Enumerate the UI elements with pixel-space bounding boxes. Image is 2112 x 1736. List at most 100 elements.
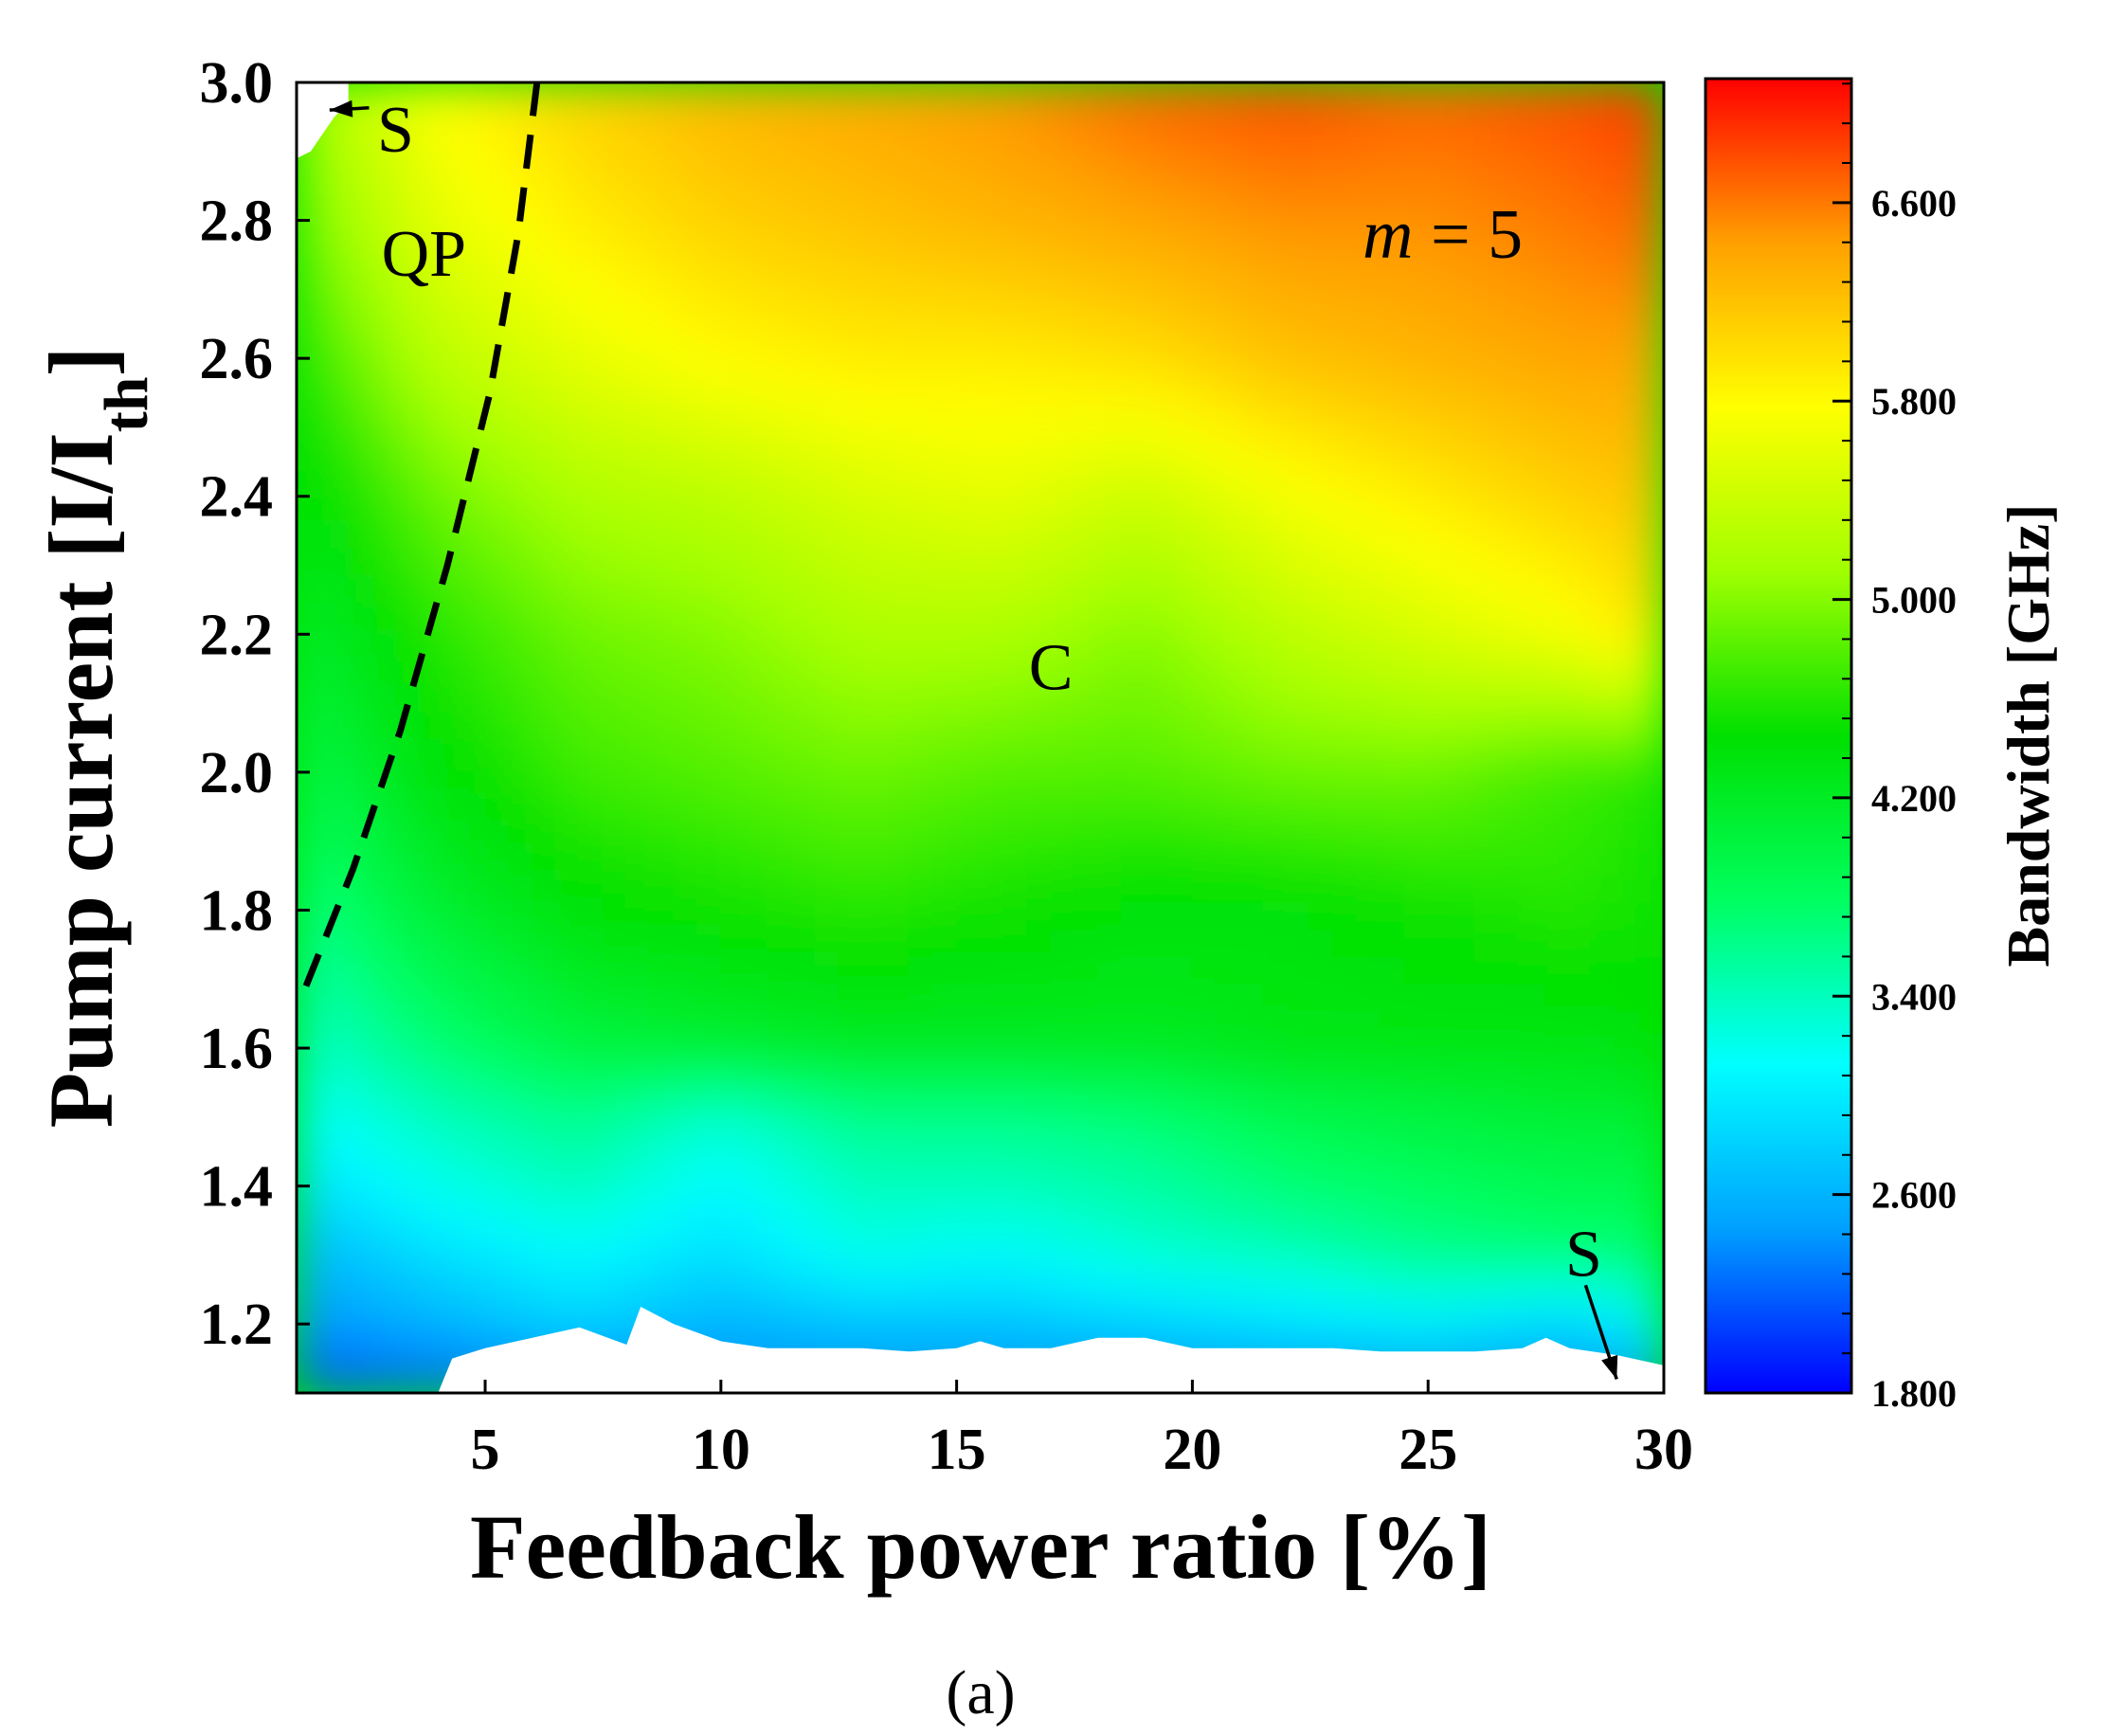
heatmap-cell [1238,218,1265,247]
heatmap-cell [1002,1255,1029,1285]
heatmap-cell [297,1009,321,1040]
heatmap-cell [342,1337,369,1367]
heatmap-cell [790,845,817,876]
heatmap-cell [743,1282,769,1312]
heatmap-cell [507,791,533,821]
heatmap-cell [1144,1092,1170,1121]
heatmap-cell [861,1255,887,1285]
heatmap-cell [673,818,698,848]
heatmap-cell [1521,518,1547,548]
heatmap-cell [602,272,628,302]
heatmap-cell [1568,327,1595,357]
heatmap-cell [1309,354,1335,384]
heatmap-cell [342,1173,369,1203]
heatmap-cell [743,327,769,357]
heatmap-cell [318,1310,345,1340]
heatmap-cell [649,818,676,848]
heatmap-cell [342,1228,369,1257]
heatmap-cell [1096,1282,1123,1312]
heatmap-cell [908,928,934,957]
heatmap-cell [790,900,817,931]
heatmap-cell [437,1228,463,1257]
heatmap-cell [1002,818,1029,848]
heatmap-cell [342,136,369,166]
heatmap-cell [1568,491,1595,520]
heatmap-cell [931,736,958,767]
heatmap-cell [1473,244,1500,275]
heatmap-cell [602,1118,628,1148]
heatmap-cell [318,572,345,603]
heatmap-cell [1285,955,1311,985]
heatmap-cell [460,900,487,931]
heatmap-cell [507,1118,533,1148]
heatmap-cell [931,1064,958,1094]
heatmap-cell [1332,791,1359,821]
heatmap-cell [1285,190,1311,221]
heatmap-cell [1309,218,1335,247]
heatmap-cell [342,354,369,384]
heatmap-cell [297,1146,321,1176]
heatmap-cell [979,1228,1005,1257]
heatmap-cell [366,1201,392,1231]
heatmap-cell [437,190,463,221]
heatmap-cell [297,709,321,739]
heatmap-cell [389,408,416,439]
heatmap-cell [1473,627,1500,658]
heatmap-cell [1497,655,1524,684]
heatmap-cell [1120,163,1146,193]
heatmap-cell [602,736,628,767]
heatmap-cell [790,873,817,903]
heatmap-cell [602,108,628,138]
heatmap-cell [1451,327,1476,357]
heatmap-cell [1616,163,1642,193]
heatmap-cell [790,736,817,767]
heatmap-cell [1403,218,1430,247]
heatmap-cell [767,82,793,111]
heatmap-cell [578,1092,605,1121]
heatmap-cell [507,381,533,411]
heatmap-cell [931,381,958,411]
heatmap-cell [719,1064,746,1094]
colorbar-tick-label: 5.000 [1871,579,1957,622]
heatmap-cell [1403,354,1430,384]
heatmap-cell [719,1201,746,1231]
heatmap-cell [1616,681,1642,712]
heatmap-cell [389,491,416,520]
heatmap-cell [838,1282,864,1312]
heatmap-cell [389,1337,416,1367]
heatmap-cell [1497,900,1524,931]
heatmap-cell [1332,928,1359,957]
heatmap-cell [602,190,628,221]
heatmap-cell [318,190,345,221]
heatmap-cell [743,1118,769,1148]
heatmap-cell [1427,1173,1453,1203]
heatmap-cell [743,518,769,548]
heatmap-cell [814,845,840,876]
heatmap-cell [1639,982,1664,1012]
heatmap-cell [1026,791,1053,821]
heatmap-cell [437,1064,463,1094]
heatmap-cell [790,1064,817,1094]
heatmap-cell [1427,873,1453,903]
heatmap-cell [979,1310,1005,1340]
heatmap-cell [1473,791,1500,821]
heatmap-cell [1215,1310,1241,1340]
heatmap-cell [767,818,793,848]
heatmap-cell [1120,1064,1146,1094]
heatmap-cell [1403,928,1430,957]
heatmap-cell [719,928,746,957]
heatmap-cell [507,463,533,494]
heatmap-cell [1332,709,1359,739]
heatmap-cell [1144,1146,1170,1176]
heatmap-cell [1215,163,1241,193]
heatmap-cell [1497,1118,1524,1148]
heatmap-cell [1026,681,1053,712]
heatmap-cell [743,873,769,903]
x-tick-label: 20 [1163,1418,1221,1482]
heatmap-cell [1568,244,1595,275]
heatmap-cell [1521,299,1547,330]
heatmap-cell [578,982,605,1012]
heatmap-cell [1521,218,1547,247]
heatmap-cell [1521,1037,1547,1067]
heatmap-cell [578,299,605,330]
